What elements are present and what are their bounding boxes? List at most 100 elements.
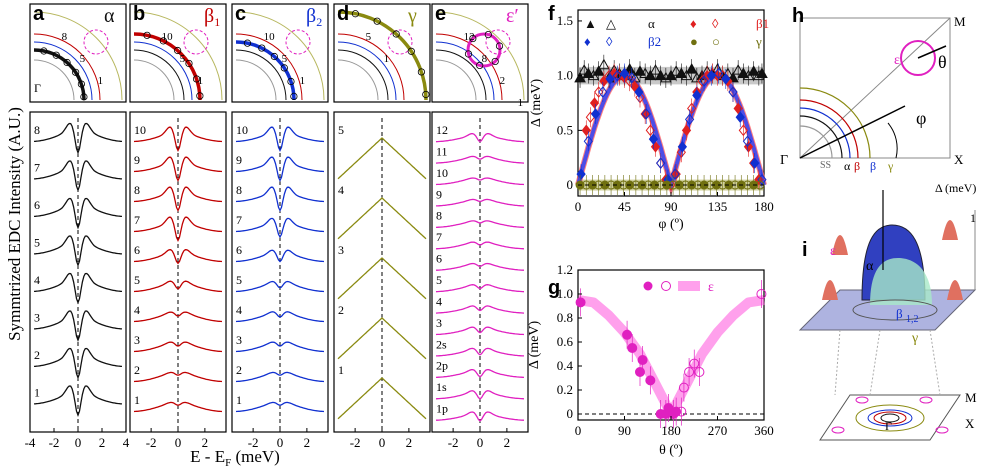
x-tick-label: -2	[49, 435, 60, 450]
fs-sample-point	[373, 17, 381, 25]
data-point	[742, 135, 753, 148]
x-tick-label: -4	[25, 435, 36, 450]
data-point	[605, 73, 615, 85]
edc-curve-label: 4	[338, 183, 344, 197]
data-point	[640, 108, 650, 120]
fs-point-label: 8	[62, 31, 68, 43]
i-label: ε	[830, 244, 836, 259]
fs-projection-plane	[819, 394, 961, 441]
data-point	[594, 86, 604, 98]
fs-point-label: 10	[162, 31, 174, 43]
fs-arc	[33, 33, 101, 101]
edc-curve-label: 5	[236, 273, 242, 287]
edc-curve-label: 8	[236, 183, 242, 197]
panel-letter: g	[548, 277, 560, 299]
x-tick-label: -2	[248, 435, 259, 450]
panel-letter: f	[548, 3, 555, 25]
h-label: α	[844, 159, 851, 173]
y-tick-label: 0.5	[557, 122, 573, 137]
data-point	[677, 140, 688, 153]
x-tick-label: 0	[379, 435, 386, 450]
phi-arc	[887, 122, 898, 159]
epsilon-cone	[822, 280, 838, 300]
fs-sample-point	[407, 47, 415, 55]
fs-arc	[133, 59, 175, 101]
data-point	[589, 97, 600, 109]
fs-inset-frame	[231, 3, 329, 103]
fs-arc	[435, 41, 495, 101]
fs-sample-point	[185, 59, 193, 68]
edc-curve	[435, 390, 525, 400]
fs-sample-point	[258, 44, 266, 52]
edc-curve-label: 2	[338, 303, 344, 317]
x-tick-label: 135	[708, 199, 728, 214]
edc-curve	[435, 132, 525, 143]
y-tick-label: 0	[567, 406, 574, 421]
y-tick-label: 1.0	[557, 68, 573, 83]
fs-point-label: 5	[366, 31, 372, 43]
edc-curve	[133, 371, 223, 383]
data-point	[713, 67, 724, 80]
edc-curve	[235, 401, 325, 413]
epsilon-pocket-outline	[83, 29, 109, 55]
fs-arc	[435, 11, 525, 101]
edc-curve-label: 3	[236, 333, 242, 347]
legend-entry: β1	[756, 16, 769, 31]
edc-curve-label: 5	[134, 273, 140, 287]
edc-curve-label: 10	[134, 123, 146, 137]
edc-curve	[337, 377, 427, 420]
i-label: Γ	[885, 419, 892, 433]
edc-curve	[436, 411, 524, 422]
fs-point-label: 1	[518, 97, 524, 109]
x-tick-label: 4	[123, 435, 130, 450]
edc-curve	[337, 137, 427, 180]
data-point	[627, 72, 637, 84]
edc-curve	[133, 311, 223, 323]
edc-curve	[337, 317, 427, 360]
x-tick-label: -2	[350, 435, 361, 450]
fs-sample-point	[270, 52, 278, 61]
edc-curve-label: 7	[236, 213, 242, 227]
fs-point-label: 5	[80, 53, 86, 65]
data-point	[671, 168, 681, 180]
data-point	[694, 367, 705, 377]
data-point	[699, 75, 709, 87]
fs-arc	[235, 11, 325, 101]
panel-letter: c	[235, 3, 246, 25]
edc-curve-label: 11	[436, 144, 448, 158]
data-point	[641, 108, 651, 120]
fs-highlight-arc	[337, 10, 428, 101]
edc-curve-label: 6	[134, 243, 140, 257]
y-tick-label: 0	[567, 177, 574, 192]
i-label: X	[965, 416, 975, 431]
legend-entry: α	[648, 16, 655, 31]
fs-arc	[337, 49, 389, 101]
data-point	[735, 111, 745, 124]
x-tick-label: 360	[754, 423, 774, 438]
fs-arc	[337, 33, 405, 101]
edc-curve	[33, 160, 123, 192]
edc-curve	[235, 371, 325, 383]
x-tick-label: 0	[575, 423, 582, 438]
edc-curve-label: 1	[34, 386, 40, 400]
x-tick-label: 2	[504, 435, 511, 450]
fs-beta1	[873, 411, 907, 425]
legend-entry: ◊	[606, 34, 613, 49]
data-point	[634, 86, 644, 98]
data-point	[598, 86, 608, 98]
data-point	[656, 157, 666, 169]
edc-curve	[33, 347, 123, 380]
h-label: Γ	[780, 153, 788, 168]
edc-curve-label: 6	[236, 243, 242, 257]
epsilon-pocket-outline	[485, 29, 511, 55]
fs-sample-point	[287, 77, 295, 86]
edc-curve	[133, 156, 223, 183]
edc-curve	[133, 126, 223, 153]
fs-epsilon	[919, 396, 933, 404]
edc-curve-label: 2p	[436, 359, 448, 373]
edc-curve-label: 9	[134, 153, 140, 167]
fs-point-label: 1	[198, 75, 204, 87]
i-label: 1	[970, 211, 976, 225]
